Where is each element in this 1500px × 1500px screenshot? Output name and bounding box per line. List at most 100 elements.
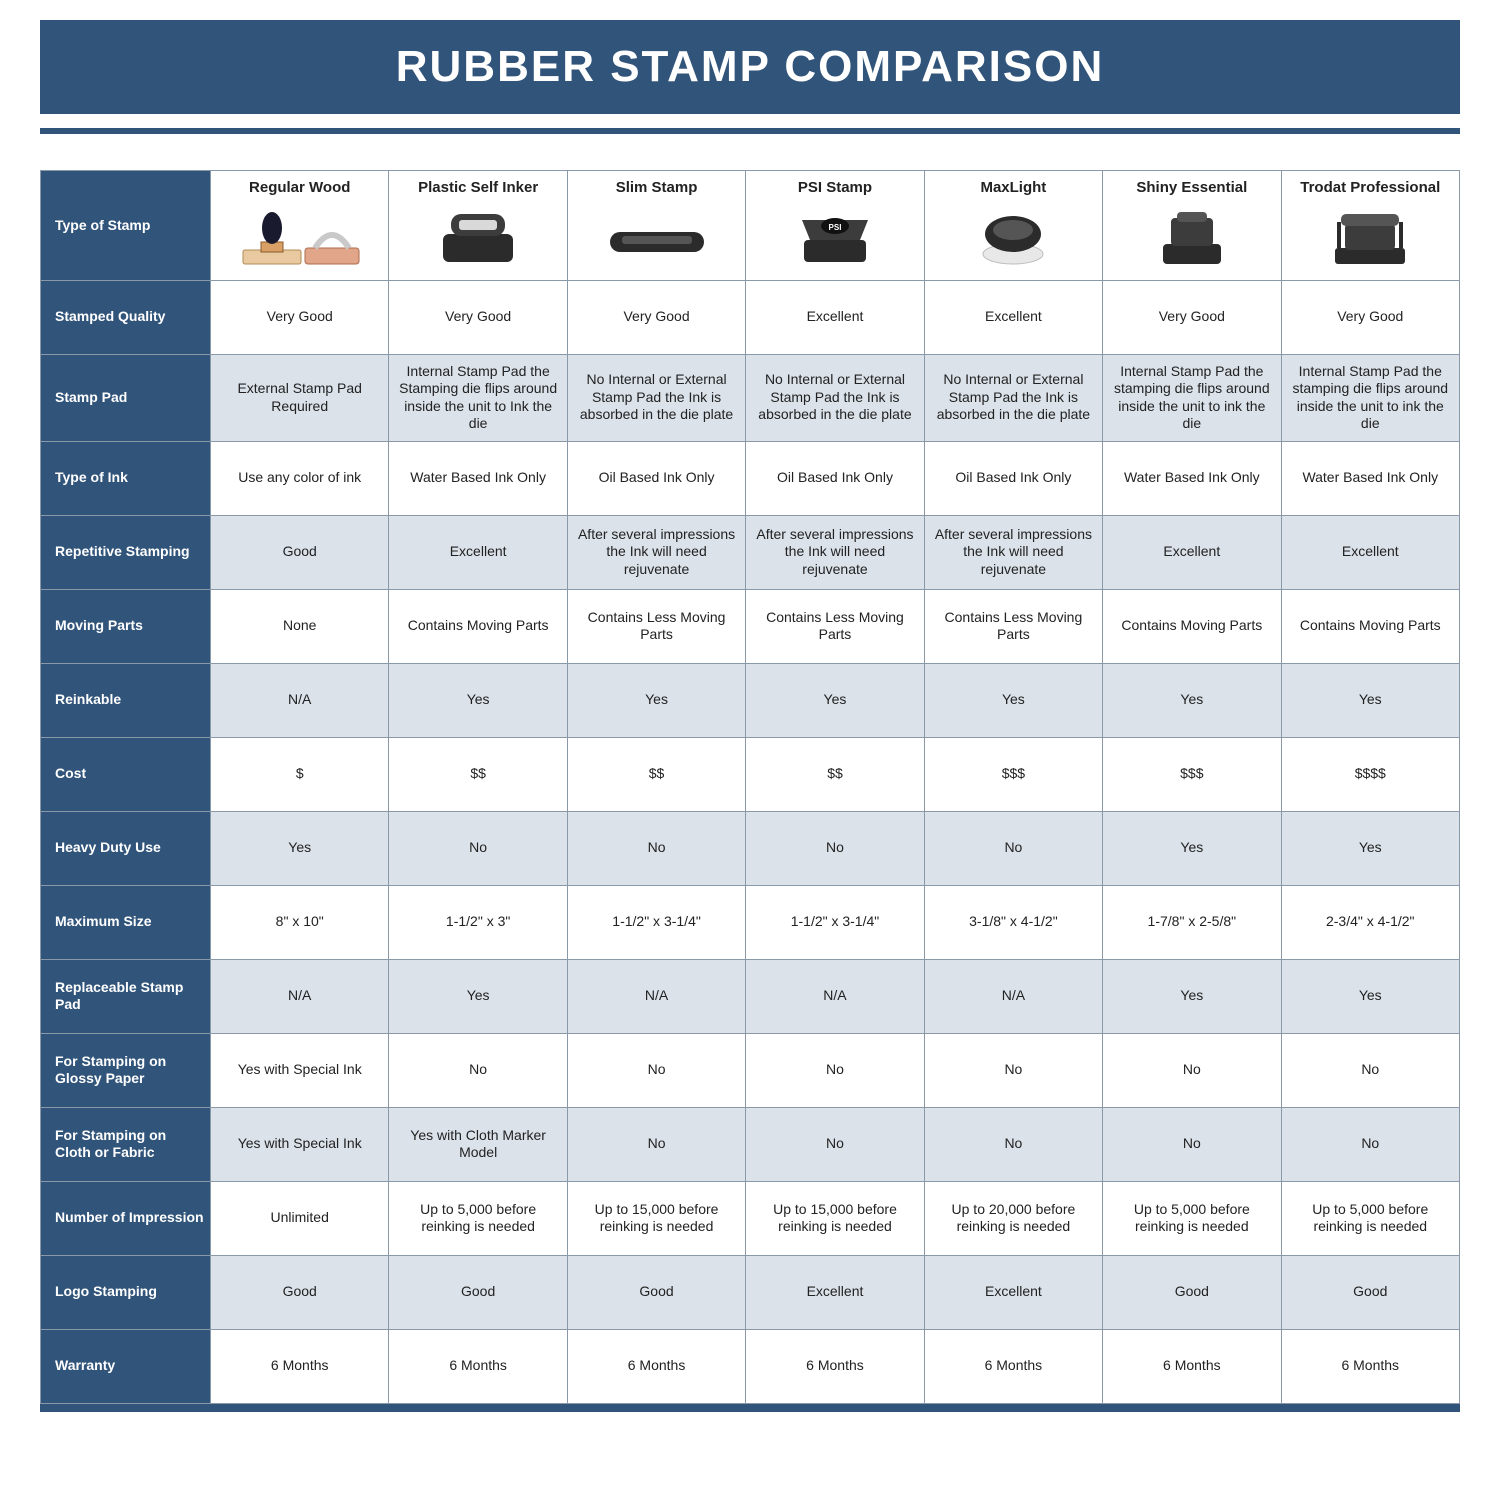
row-header: Maximum Size <box>41 885 211 959</box>
table-cell: Up to 5,000 before reinking is needed <box>1281 1181 1459 1255</box>
table-cell: Good <box>567 1255 745 1329</box>
page: RUBBER STAMP COMPARISON Type of Stamp Re… <box>0 0 1500 1412</box>
column-header-label: MaxLight <box>980 179 1046 198</box>
table-cell: After several impressions the Ink will n… <box>567 515 745 589</box>
table-cell: Yes <box>1103 663 1281 737</box>
column-header: Shiny Essential <box>1103 171 1281 281</box>
table-cell: Yes <box>1281 663 1459 737</box>
table-row: Maximum Size8" x 10"1-1/2" x 3"1-1/2" x … <box>41 885 1460 959</box>
table-cell: No <box>567 1107 745 1181</box>
table-cell: Good <box>389 1255 567 1329</box>
table-cell: 1-7/8" x 2-5/8" <box>1103 885 1281 959</box>
table-row: For Stamping on Cloth or Fabric Yes with … <box>41 1107 1460 1181</box>
table-cell: No <box>567 1033 745 1107</box>
table-row: Warranty6 Months6 Months6 Months6 Months… <box>41 1329 1460 1403</box>
table-row: Moving PartsNoneContains Moving PartsCon… <box>41 589 1460 663</box>
table-cell: N/A <box>746 959 924 1033</box>
table-cell: Up to 15,000 before reinking is needed <box>746 1181 924 1255</box>
table-cell: No <box>746 1033 924 1107</box>
table-cell: After several impressions the Ink will n… <box>746 515 924 589</box>
table-cell: Very Good <box>1281 280 1459 354</box>
trodat-professional-icon <box>1305 204 1435 276</box>
table-cell: Yes <box>1103 811 1281 885</box>
table-cell: Very Good <box>567 280 745 354</box>
column-header: Regular Wood <box>211 171 389 281</box>
svg-text:PSI: PSI <box>829 223 842 232</box>
table-cell: After several impressions the Ink will n… <box>924 515 1102 589</box>
table-cell: Very Good <box>1103 280 1281 354</box>
table-cell: No <box>567 811 745 885</box>
table-cell: Contains Less Moving Parts <box>924 589 1102 663</box>
table-cell: Up to 20,000 before reinking is needed <box>924 1181 1102 1255</box>
column-header: MaxLight <box>924 171 1102 281</box>
page-title: RUBBER STAMP COMPARISON <box>40 20 1460 114</box>
table-row: ReinkableN/AYesYesYesYesYesYes <box>41 663 1460 737</box>
table-cell: $$ <box>389 737 567 811</box>
table-cell: Up to 5,000 before reinking is needed <box>389 1181 567 1255</box>
table-cell: No <box>746 1107 924 1181</box>
psi-stamp-icon: PSI <box>770 204 900 276</box>
table-cell: No Internal or External Stamp Pad the In… <box>746 354 924 441</box>
table-cell: Excellent <box>924 280 1102 354</box>
row-header: Heavy Duty Use <box>41 811 211 885</box>
table-cell: Yes <box>389 663 567 737</box>
table-cell: Oil Based Ink Only <box>567 441 745 515</box>
title-underline <box>40 128 1460 134</box>
table-cell: Water Based Ink Only <box>389 441 567 515</box>
row-header: Stamp Pad <box>41 354 211 441</box>
table-row: Logo StampingGoodGoodGoodExcellentExcell… <box>41 1255 1460 1329</box>
slim-stamp-icon <box>592 204 722 276</box>
table-cell: No <box>1103 1033 1281 1107</box>
table-cell: 8" x 10" <box>211 885 389 959</box>
table-row: Replaceable Stamp PadN/AYesN/AN/AN/AYesY… <box>41 959 1460 1033</box>
table-cell: Up to 5,000 before reinking is needed <box>1103 1181 1281 1255</box>
maxlight-icon <box>948 204 1078 276</box>
table-cell: Internal Stamp Pad the stamping die flip… <box>1103 354 1281 441</box>
table-cell: 6 Months <box>746 1329 924 1403</box>
table-cell: Contains Less Moving Parts <box>567 589 745 663</box>
table-cell: Yes with Cloth Marker Model <box>389 1107 567 1181</box>
table-cell: Excellent <box>924 1255 1102 1329</box>
table-cell: Yes <box>1103 959 1281 1033</box>
table-cell: Contains Moving Parts <box>389 589 567 663</box>
table-cell: Excellent <box>389 515 567 589</box>
table-cell: Oil Based Ink Only <box>746 441 924 515</box>
table-cell: N/A <box>211 663 389 737</box>
table-cell: Unlimited <box>211 1181 389 1255</box>
row-header: Stamped Quality <box>41 280 211 354</box>
table-cell: Contains Less Moving Parts <box>746 589 924 663</box>
table-cell: Good <box>211 515 389 589</box>
row-header: For Stamping on Cloth or Fabric <box>41 1107 211 1181</box>
column-header: PSI StampPSI <box>746 171 924 281</box>
table-cell: Excellent <box>746 280 924 354</box>
table-body: Stamped QualityVery GoodVery GoodVery Go… <box>41 280 1460 1403</box>
table-cell: Internal Stamp Pad the Stamping die flip… <box>389 354 567 441</box>
table-cell: 6 Months <box>211 1329 389 1403</box>
table-cell: $$ <box>567 737 745 811</box>
table-cell: Good <box>1281 1255 1459 1329</box>
table-cell: No <box>389 811 567 885</box>
table-row: Stamp PadExternal Stamp Pad RequiredInte… <box>41 354 1460 441</box>
table-cell: No <box>1103 1107 1281 1181</box>
column-header: Plastic Self Inker <box>389 171 567 281</box>
table-cell: Internal Stamp Pad the stamping die flip… <box>1281 354 1459 441</box>
table-cell: No <box>389 1033 567 1107</box>
row-header: Repetitive Stamping <box>41 515 211 589</box>
table-cell: Yes with Special Ink <box>211 1033 389 1107</box>
table-cell: None <box>211 589 389 663</box>
table-cell: 3-1/8" x 4-1/2" <box>924 885 1102 959</box>
table-cell: $$$ <box>924 737 1102 811</box>
table-cell: N/A <box>567 959 745 1033</box>
table-cell: Yes <box>1281 959 1459 1033</box>
table-cell: No <box>1281 1107 1459 1181</box>
table-cell: Yes <box>1281 811 1459 885</box>
table-cell: Yes <box>389 959 567 1033</box>
column-header-label: Regular Wood <box>249 179 350 198</box>
header-row: Type of Stamp Regular Wood Plastic Self I… <box>41 171 1460 281</box>
row-header: Moving Parts <box>41 589 211 663</box>
row-header: Reinkable <box>41 663 211 737</box>
table-cell: Good <box>211 1255 389 1329</box>
row-header: Type of Ink <box>41 441 211 515</box>
table-row: Heavy Duty UseYesNoNoNoNoYesYes <box>41 811 1460 885</box>
row-header-type-of-stamp: Type of Stamp <box>41 171 211 281</box>
